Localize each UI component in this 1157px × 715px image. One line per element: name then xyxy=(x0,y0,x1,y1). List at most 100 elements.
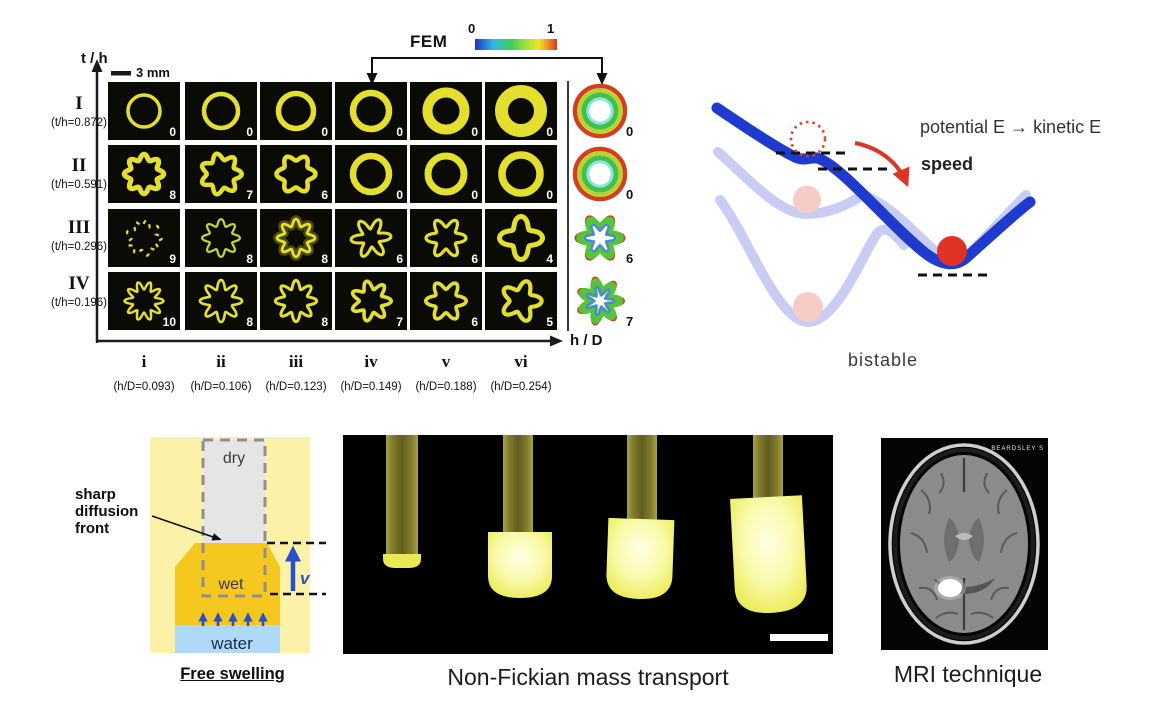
mode-number: 8 xyxy=(321,315,328,329)
dark-energy-curve xyxy=(711,102,1036,270)
water-region xyxy=(175,625,280,653)
mode-number: 6 xyxy=(471,315,478,329)
fem-ring-I xyxy=(570,82,632,145)
fem-mode-number: 0 xyxy=(626,187,634,202)
mri-overlay-text: BEARDSLEY S xyxy=(991,446,1044,452)
grid-cell-I-iii: 0 xyxy=(260,82,332,140)
scale-bar-label: 3 mm xyxy=(136,65,170,80)
dry-rod-dashed-outline xyxy=(201,438,267,598)
energy-annotation: potential E → kinetic E xyxy=(920,117,1102,137)
colorbar-max-tick: 1 xyxy=(547,21,555,36)
gel-rod-1-tip xyxy=(383,554,421,568)
grid-cell-I-v: 0 xyxy=(410,82,482,140)
bistable-caption: bistable xyxy=(848,350,919,370)
grid-cell-III-iv: 6 xyxy=(335,209,407,267)
fem-colorbar xyxy=(475,39,557,50)
col-numeral: v xyxy=(441,352,451,371)
grid-cell-I-vi: 0 xyxy=(485,82,557,140)
col-label-i: i xyxy=(107,353,181,370)
photo-scale-bar xyxy=(770,634,828,641)
grid-cell-III-ii: 8 xyxy=(185,209,257,267)
mode-number: 0 xyxy=(471,188,478,202)
free-swelling-caption: Free swelling xyxy=(180,665,285,683)
grid-cell-III-iii: 8 xyxy=(260,209,332,267)
grid-cell-II-ii: 7 xyxy=(185,145,257,203)
y-axis-label: t / h xyxy=(81,50,108,67)
fem-bracket-left-arrow-icon xyxy=(366,73,378,85)
speed-annotation: speed xyxy=(921,154,974,174)
water-flux-arrows xyxy=(198,612,268,626)
diffusion-front-label: sharp diffusion front xyxy=(75,486,139,537)
fem-bracket-right-arrow-icon xyxy=(596,73,608,85)
col-numeral: ii xyxy=(216,352,226,371)
grid-cell-II-i: 8 xyxy=(108,145,180,203)
row-param: (t/h=0.196) xyxy=(51,297,107,309)
mode-number: 10 xyxy=(162,315,176,329)
mode-number: 0 xyxy=(246,125,253,139)
mode-number: 0 xyxy=(396,188,403,202)
col-label-v: v xyxy=(409,353,483,370)
mode-number: 8 xyxy=(246,252,253,266)
mode-number: 9 xyxy=(169,252,176,266)
gel-rod-2 xyxy=(503,435,533,537)
col-numeral: vi xyxy=(514,352,528,371)
grid-cell-III-v: 6 xyxy=(410,209,482,267)
mode-number: 8 xyxy=(321,252,328,266)
grid-cell-III-i: 9 xyxy=(108,209,180,267)
x-axis-arrowhead-icon xyxy=(550,335,563,347)
fem-mode-number: 0 xyxy=(626,124,634,139)
row-param: (t/h=0.872) xyxy=(51,117,107,129)
transport-photo xyxy=(343,435,833,654)
mode-number: 0 xyxy=(396,125,403,139)
free-swelling-diagram xyxy=(150,437,326,653)
row-param: (t/h=0.591) xyxy=(51,179,107,191)
col-numeral: iii xyxy=(288,352,304,371)
col-label-ii: ii xyxy=(184,353,258,370)
mode-number: 0 xyxy=(546,125,553,139)
bright-lesion xyxy=(938,579,962,597)
mode-number: 0 xyxy=(471,125,478,139)
fem-bracket xyxy=(371,57,603,77)
red-ball xyxy=(937,236,967,266)
brain-sulci xyxy=(910,472,1018,619)
mri-caption: MRI technique xyxy=(893,661,1043,687)
dry-label: dry xyxy=(222,450,246,467)
row-label-III: III (t/h=0.296) xyxy=(42,218,116,254)
mode-number: 0 xyxy=(546,188,553,202)
col-numeral: iv xyxy=(364,352,378,371)
energy-diagram xyxy=(711,102,1036,328)
grid-cell-II-iv: 0 xyxy=(335,145,407,203)
mode-number: 8 xyxy=(169,188,176,202)
velocity-label: v xyxy=(300,569,310,588)
transport-caption: Non-Fickian mass transport xyxy=(447,664,729,690)
col-param: (h/D=0.149) xyxy=(340,381,402,393)
pink-ball-upper xyxy=(793,185,821,214)
grid-cell-II-v: 0 xyxy=(410,145,482,203)
grid-cell-III-vi: 4 xyxy=(485,209,557,267)
mode-number: 5 xyxy=(546,315,553,329)
row-numeral: III xyxy=(67,217,91,238)
col-param: (h/D=0.106) xyxy=(190,381,252,393)
row-numeral: II xyxy=(71,155,87,176)
col-label-vi: vi xyxy=(484,353,558,370)
grid-cell-I-iv: 0 xyxy=(335,82,407,140)
gel-rod-4 xyxy=(753,435,783,502)
pink-ball-lower xyxy=(793,292,823,322)
mode-number: 7 xyxy=(246,188,253,202)
col-numeral: i xyxy=(141,352,147,371)
grid-cell-II-iii: 6 xyxy=(260,145,332,203)
grid-cell-IV-i: 10 xyxy=(108,272,180,330)
mode-number: 0 xyxy=(321,125,328,139)
grid-cell-IV-iv: 7 xyxy=(335,272,407,330)
grid-cell-I-i: 0 xyxy=(108,82,180,140)
fem-ring-IV xyxy=(570,272,632,335)
scale-bar xyxy=(111,71,131,76)
morphology-axes xyxy=(91,57,608,347)
fem-mode-number: 6 xyxy=(626,251,634,266)
fem-ring-II xyxy=(570,145,632,208)
mode-number: 6 xyxy=(396,252,403,266)
col-label-iv: iv xyxy=(334,353,408,370)
mri-image xyxy=(881,438,1048,650)
y-axis-arrowhead-icon xyxy=(91,59,103,72)
